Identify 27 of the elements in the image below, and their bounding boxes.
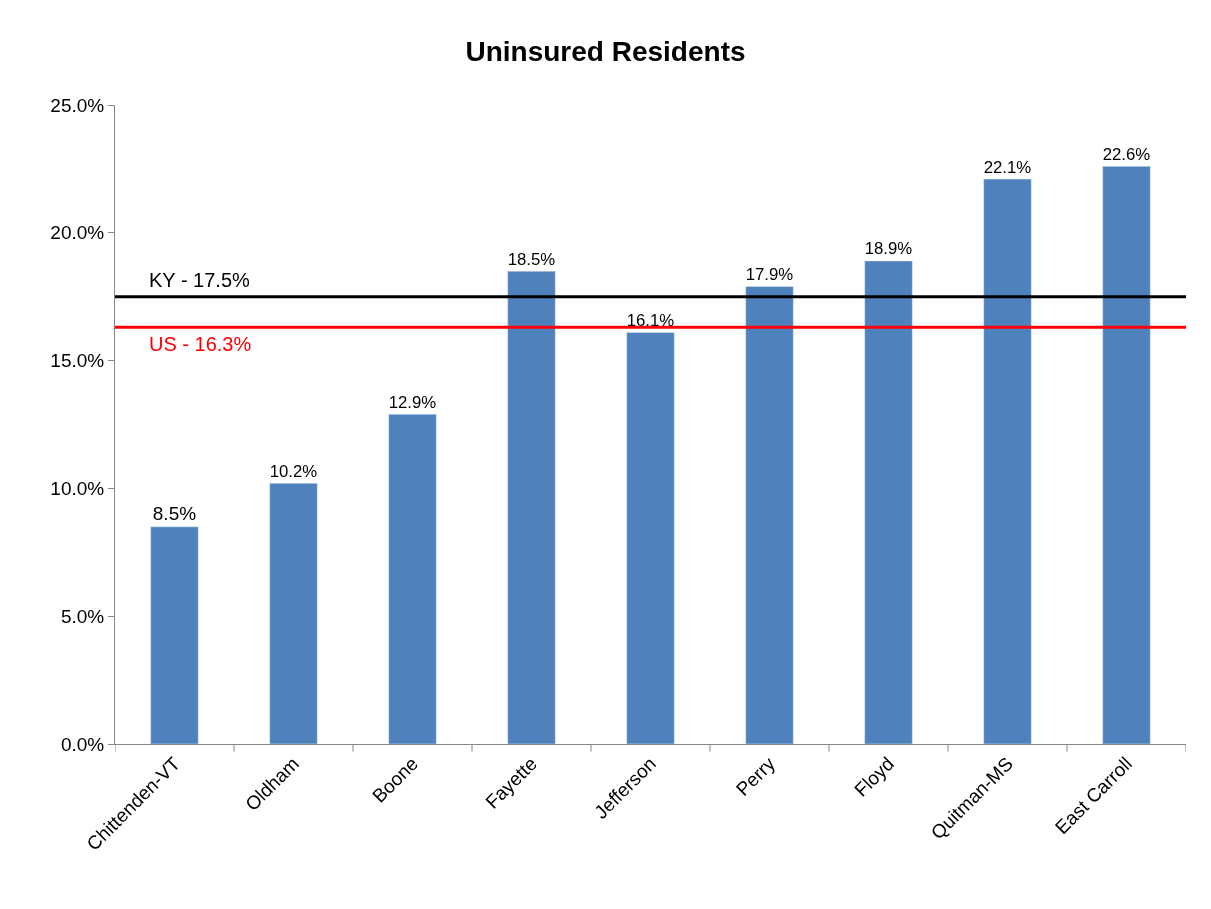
bar [150, 526, 199, 744]
data-label: 18.9% [864, 239, 913, 259]
bar [507, 270, 556, 744]
ref-line-label: US - 16.3% [149, 333, 252, 355]
ref-line-label: KY - 17.5% [149, 269, 251, 291]
y-tick-label: 0.0% [60, 733, 105, 755]
data-label: 22.6% [1102, 144, 1151, 164]
data-label: 17.9% [745, 264, 794, 284]
bar [388, 414, 437, 744]
y-tick-label: 5.0% [60, 605, 105, 627]
data-label: 8.5% [152, 502, 197, 524]
data-label: 16.1% [626, 310, 675, 330]
bar [864, 260, 913, 744]
data-label: 10.2% [269, 461, 318, 481]
bar [626, 332, 675, 744]
data-label: 12.9% [388, 392, 437, 412]
y-tick-label: 25.0% [50, 94, 105, 116]
bar [983, 178, 1032, 744]
y-tick-label: 10.0% [50, 478, 105, 500]
y-tick-label: 15.0% [50, 350, 105, 372]
data-label: 22.1% [983, 157, 1032, 177]
chart-title: Uninsured Residents [465, 35, 746, 67]
bar [745, 286, 794, 744]
data-label: 18.5% [507, 249, 556, 269]
bar [1102, 166, 1151, 744]
bar [269, 483, 318, 744]
y-tick-label: 20.0% [50, 222, 105, 244]
